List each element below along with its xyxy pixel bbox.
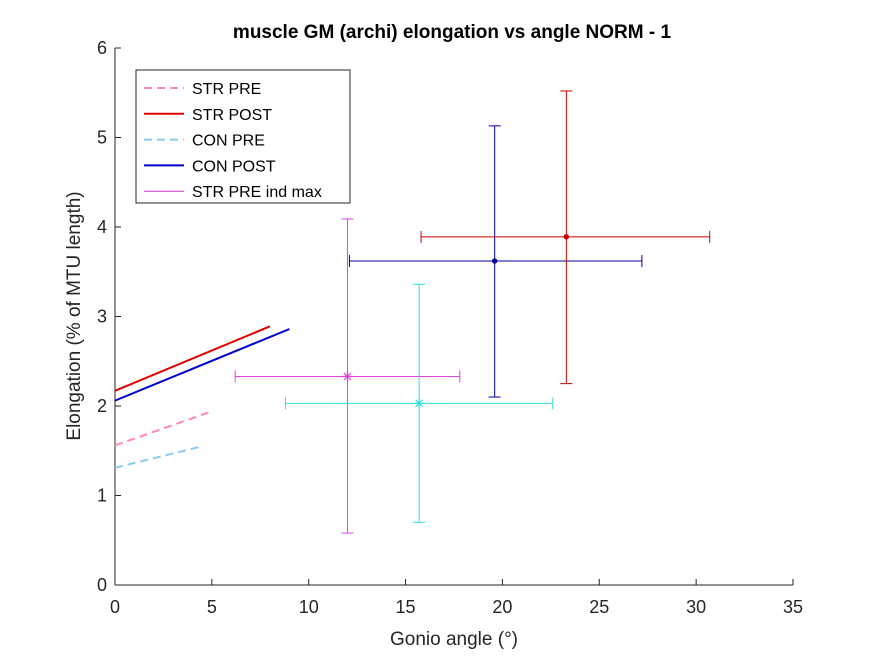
legend: STR PRE STR POST CON PRE CON POST STR PRE in…: [135, 69, 351, 204]
y-tick-label: 1: [97, 486, 107, 506]
y-tick-label: 5: [97, 128, 107, 148]
legend-label-str-post: STR POST: [192, 107, 272, 124]
y-tick-label: 6: [97, 38, 107, 58]
x-tick-label: 15: [396, 597, 416, 617]
errorbar-con-post-marker: [491, 258, 498, 264]
x-tick-label: 30: [686, 597, 706, 617]
x-tick-label: 5: [207, 597, 217, 617]
x-tick-label: 20: [492, 597, 512, 617]
errorbar-con-pre-marker: [415, 399, 424, 408]
x-axis-label: Gonio angle (°): [390, 629, 518, 650]
y-tick-label: 2: [97, 396, 107, 416]
series-lines: [114, 325, 290, 469]
legend-box: [135, 69, 351, 204]
x-tick-label: 10: [299, 597, 319, 617]
y-tick-label: 0: [97, 575, 107, 595]
x-tick-label: 0: [110, 597, 120, 617]
legend-label-str-pre: STR PRE: [192, 81, 261, 98]
legend-label-con-post: CON POST: [192, 158, 276, 175]
errorbar-str-post-marker: [563, 234, 570, 240]
series-line-str-post: [114, 325, 271, 392]
series-line-con-pre: [114, 445, 203, 469]
y-axis-label: Elongation (% of MTU length): [64, 191, 85, 440]
legend-label-str-pre-ind-max: STR PRE ind max: [192, 184, 322, 201]
errorbar-str-pre-ind-max-marker: [343, 372, 352, 381]
legend-label-con-pre: CON PRE: [192, 133, 265, 150]
axis-ticks: 0 5 10 15 20 25 30 35 0 1 2 3 4 5 6: [97, 38, 803, 617]
series-line-con-post: [114, 328, 290, 402]
errorbars: [234, 90, 711, 534]
series-line-str-pre: [114, 410, 213, 447]
chart-title: muscle GM (archi) elongation vs angle NO…: [233, 22, 672, 43]
x-tick-label: 25: [589, 597, 609, 617]
y-tick-label: 3: [97, 307, 107, 327]
x-tick-label: 35: [783, 597, 803, 617]
y-tick-label: 4: [97, 217, 107, 237]
